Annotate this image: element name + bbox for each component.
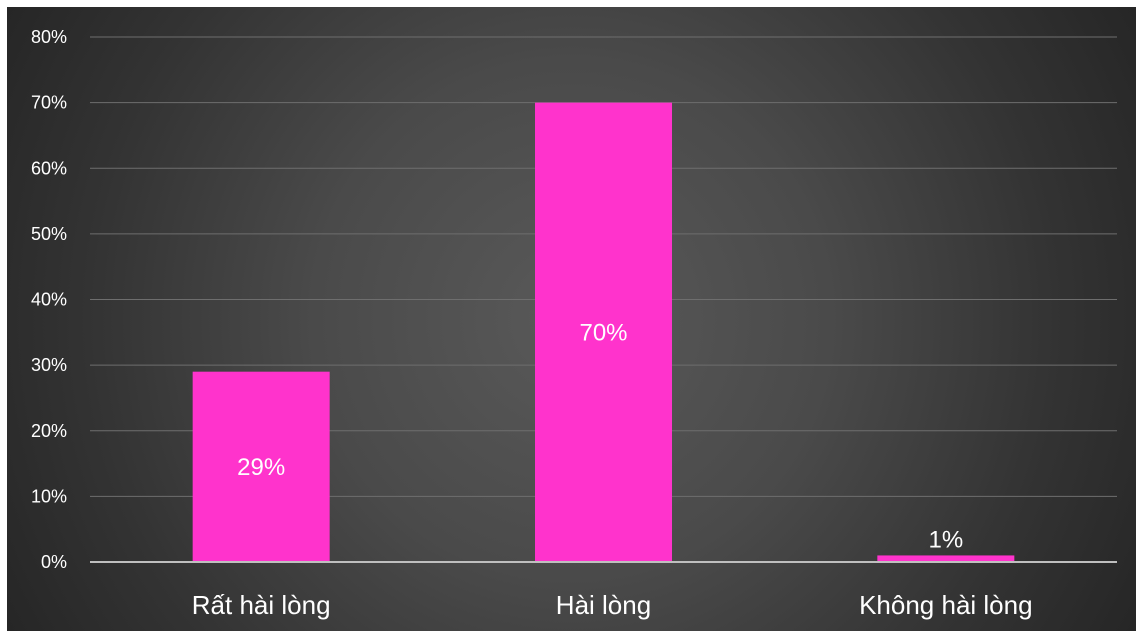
data-label: 70% bbox=[579, 319, 627, 346]
x-tick-label: Rất hài lòng bbox=[192, 590, 331, 620]
y-tick-label: 10% bbox=[31, 486, 67, 506]
y-tick-label: 50% bbox=[31, 224, 67, 244]
y-tick-label: 40% bbox=[31, 290, 67, 310]
x-tick-label: Hài lòng bbox=[556, 590, 651, 620]
y-axis-tick-labels: 0% 10% 20% 30% 40% 50% 60% 70% 80% bbox=[31, 27, 67, 572]
y-tick-label: 0% bbox=[41, 552, 67, 572]
bar bbox=[192, 371, 330, 562]
x-tick-label: Không hài lòng bbox=[859, 590, 1032, 620]
bar-chart: 0% 10% 20% 30% 40% 50% 60% 70% 80% 29% 70% 1% Rất … bbox=[31, 27, 1117, 620]
bars bbox=[192, 102, 1015, 562]
data-labels: 29% 70% 1% bbox=[237, 319, 963, 553]
y-tick-label: 60% bbox=[31, 158, 67, 178]
y-tick-label: 20% bbox=[31, 421, 67, 441]
bar bbox=[877, 555, 1015, 562]
y-tick-label: 70% bbox=[31, 93, 67, 113]
bar bbox=[535, 102, 672, 562]
chart-area: 0% 10% 20% 30% 40% 50% 60% 70% 80% 29% 70% 1% Rất … bbox=[7, 7, 1136, 631]
y-tick-label: 80% bbox=[31, 27, 67, 47]
data-label: 29% bbox=[237, 454, 285, 481]
x-axis-tick-labels: Rất hài lòng Hài lòng Không hài lòng bbox=[192, 590, 1033, 620]
y-tick-label: 30% bbox=[31, 355, 67, 375]
data-label: 1% bbox=[928, 526, 963, 553]
